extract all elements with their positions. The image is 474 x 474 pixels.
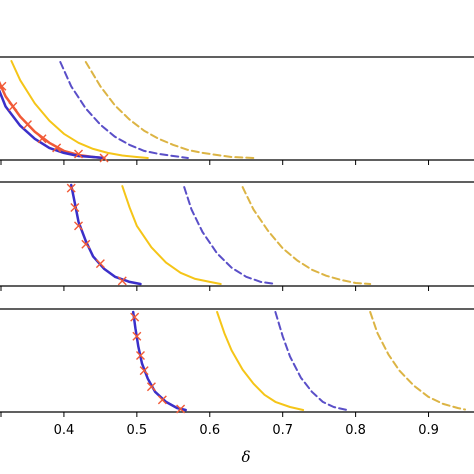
series-marker: [132, 331, 142, 341]
series-line-5: [369, 311, 466, 411]
series-marker: [99, 153, 109, 163]
series-marker: [74, 149, 84, 159]
series-marker: [139, 366, 149, 376]
x-tick-label: 0.7: [272, 423, 293, 438]
series-marker: [0, 81, 7, 91]
series-marker: [81, 239, 91, 249]
series-marker: [74, 221, 84, 231]
series-marker: [135, 350, 145, 360]
series-marker: [22, 120, 32, 130]
x-tick-label: 0.4: [54, 423, 75, 438]
panel-2: [0, 181, 474, 291]
series-line-1: [69, 183, 142, 286]
series-marker: [176, 404, 186, 414]
series-line-3: [216, 311, 305, 411]
series-marker: [37, 134, 47, 144]
x-tick-label: 0.9: [418, 423, 439, 438]
series-line-5: [59, 61, 189, 159]
x-axis-label: δ: [241, 448, 250, 466]
series-marker: [66, 183, 76, 193]
x-tick-label: 0.6: [199, 423, 220, 438]
series-line-4: [183, 186, 277, 285]
panels: [0, 56, 474, 417]
series-marker: [157, 395, 167, 405]
x-tick-label: 0.5: [127, 423, 148, 438]
series-line-4: [10, 60, 149, 159]
series-line-3: [121, 185, 222, 285]
panel-3: [0, 308, 474, 417]
series-line-5: [241, 186, 372, 285]
series-marker: [70, 202, 80, 212]
series-marker: [52, 143, 62, 153]
panel-1: [0, 56, 474, 165]
series-marker: [146, 382, 156, 392]
series-marker: [95, 259, 105, 269]
series-line-2: [0, 89, 106, 160]
series-marker: [130, 312, 140, 322]
series-marker: [8, 101, 18, 111]
series-line-1: [131, 310, 187, 412]
x-axis: 0.4 0.5 0.6 0.7 0.8 0.9: [54, 423, 439, 438]
series-marker: [117, 276, 127, 286]
series-line-4: [274, 311, 348, 411]
x-tick-label: 0.8: [345, 423, 366, 438]
series-line-6: [84, 61, 255, 159]
